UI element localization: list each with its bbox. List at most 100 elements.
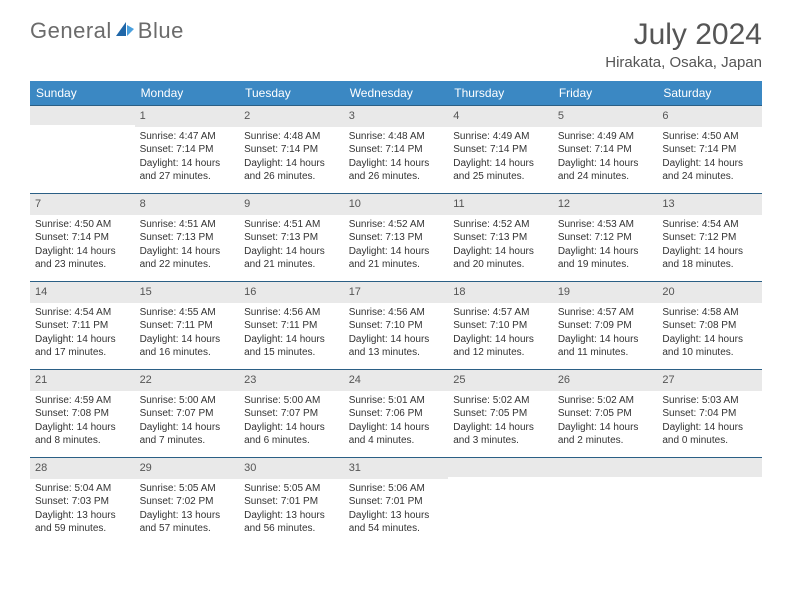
brand-part2: Blue: [138, 18, 184, 44]
daylight-line-1: Daylight: 14 hours: [244, 333, 339, 347]
sunrise-line: Sunrise: 4:48 AM: [244, 130, 339, 144]
day-details: Sunrise: 4:49 AMSunset: 7:14 PMDaylight:…: [448, 127, 553, 188]
day-details: Sunrise: 4:58 AMSunset: 7:08 PMDaylight:…: [657, 303, 762, 364]
day-details: Sunrise: 4:50 AMSunset: 7:14 PMDaylight:…: [657, 127, 762, 188]
day-number: 16: [239, 281, 344, 303]
calendar-day-cell: 3Sunrise: 4:48 AMSunset: 7:14 PMDaylight…: [344, 105, 449, 193]
sunset-line: Sunset: 7:13 PM: [453, 231, 548, 245]
sunset-line: Sunset: 7:07 PM: [244, 407, 339, 421]
calendar-day-cell: [553, 457, 658, 545]
daylight-line-2: and 7 minutes.: [140, 434, 235, 448]
daylight-line-2: and 57 minutes.: [140, 522, 235, 536]
day-details: Sunrise: 4:51 AMSunset: 7:13 PMDaylight:…: [135, 215, 240, 276]
daylight-line-1: Daylight: 14 hours: [662, 333, 757, 347]
calendar-day-cell: 5Sunrise: 4:49 AMSunset: 7:14 PMDaylight…: [553, 105, 658, 193]
daylight-line-1: Daylight: 14 hours: [453, 333, 548, 347]
day-number: 17: [344, 281, 449, 303]
daylight-line-2: and 21 minutes.: [349, 258, 444, 272]
calendar-day-cell: 2Sunrise: 4:48 AMSunset: 7:14 PMDaylight…: [239, 105, 344, 193]
weekday-header-row: Sunday Monday Tuesday Wednesday Thursday…: [30, 81, 762, 105]
daylight-line-1: Daylight: 14 hours: [558, 333, 653, 347]
calendar-day-cell: 9Sunrise: 4:51 AMSunset: 7:13 PMDaylight…: [239, 193, 344, 281]
day-number: 13: [657, 193, 762, 215]
daylight-line-1: Daylight: 14 hours: [244, 245, 339, 259]
sunset-line: Sunset: 7:06 PM: [349, 407, 444, 421]
day-number: 21: [30, 369, 135, 391]
day-number: 18: [448, 281, 553, 303]
calendar-week-row: 7Sunrise: 4:50 AMSunset: 7:14 PMDaylight…: [30, 193, 762, 281]
daylight-line-2: and 23 minutes.: [35, 258, 130, 272]
day-number: 11: [448, 193, 553, 215]
daylight-line-1: Daylight: 14 hours: [35, 245, 130, 259]
sunset-line: Sunset: 7:13 PM: [349, 231, 444, 245]
day-number: 4: [448, 105, 553, 127]
daylight-line-1: Daylight: 14 hours: [453, 421, 548, 435]
daylight-line-1: Daylight: 14 hours: [140, 245, 235, 259]
daylight-line-2: and 10 minutes.: [662, 346, 757, 360]
daylight-line-2: and 18 minutes.: [662, 258, 757, 272]
day-number-bar: [30, 105, 135, 125]
sunset-line: Sunset: 7:11 PM: [244, 319, 339, 333]
sunset-line: Sunset: 7:14 PM: [558, 143, 653, 157]
day-number-bar: [657, 457, 762, 477]
daylight-line-2: and 11 minutes.: [558, 346, 653, 360]
sail-icon: [114, 18, 136, 44]
daylight-line-2: and 16 minutes.: [140, 346, 235, 360]
sunrise-line: Sunrise: 4:52 AM: [349, 218, 444, 232]
day-details: Sunrise: 4:54 AMSunset: 7:12 PMDaylight:…: [657, 215, 762, 276]
location-text: Hirakata, Osaka, Japan: [605, 54, 762, 71]
daylight-line-2: and 21 minutes.: [244, 258, 339, 272]
calendar-day-cell: 6Sunrise: 4:50 AMSunset: 7:14 PMDaylight…: [657, 105, 762, 193]
day-details: Sunrise: 5:05 AMSunset: 7:02 PMDaylight:…: [135, 479, 240, 540]
calendar-day-cell: [448, 457, 553, 545]
sunrise-line: Sunrise: 5:03 AM: [662, 394, 757, 408]
day-details: Sunrise: 5:01 AMSunset: 7:06 PMDaylight:…: [344, 391, 449, 452]
daylight-line-2: and 4 minutes.: [349, 434, 444, 448]
sunrise-line: Sunrise: 4:56 AM: [349, 306, 444, 320]
sunset-line: Sunset: 7:01 PM: [349, 495, 444, 509]
calendar-day-cell: 20Sunrise: 4:58 AMSunset: 7:08 PMDayligh…: [657, 281, 762, 369]
weekday-header: Tuesday: [239, 81, 344, 105]
sunset-line: Sunset: 7:08 PM: [662, 319, 757, 333]
weekday-header: Saturday: [657, 81, 762, 105]
sunrise-line: Sunrise: 5:02 AM: [558, 394, 653, 408]
sunset-line: Sunset: 7:07 PM: [140, 407, 235, 421]
daylight-line-2: and 2 minutes.: [558, 434, 653, 448]
daylight-line-2: and 15 minutes.: [244, 346, 339, 360]
calendar-week-row: 14Sunrise: 4:54 AMSunset: 7:11 PMDayligh…: [30, 281, 762, 369]
day-details: Sunrise: 4:55 AMSunset: 7:11 PMDaylight:…: [135, 303, 240, 364]
sunrise-line: Sunrise: 4:57 AM: [558, 306, 653, 320]
day-details: Sunrise: 4:52 AMSunset: 7:13 PMDaylight:…: [448, 215, 553, 276]
day-details: Sunrise: 5:00 AMSunset: 7:07 PMDaylight:…: [239, 391, 344, 452]
sunrise-line: Sunrise: 5:05 AM: [244, 482, 339, 496]
sunrise-line: Sunrise: 4:53 AM: [558, 218, 653, 232]
calendar-week-row: 21Sunrise: 4:59 AMSunset: 7:08 PMDayligh…: [30, 369, 762, 457]
day-number: 20: [657, 281, 762, 303]
daylight-line-2: and 6 minutes.: [244, 434, 339, 448]
daylight-line-1: Daylight: 14 hours: [349, 245, 444, 259]
calendar-day-cell: 31Sunrise: 5:06 AMSunset: 7:01 PMDayligh…: [344, 457, 449, 545]
day-details: Sunrise: 4:49 AMSunset: 7:14 PMDaylight:…: [553, 127, 658, 188]
sunrise-line: Sunrise: 4:50 AM: [662, 130, 757, 144]
calendar-table: Sunday Monday Tuesday Wednesday Thursday…: [30, 81, 762, 545]
day-number: 6: [657, 105, 762, 127]
day-details: Sunrise: 5:00 AMSunset: 7:07 PMDaylight:…: [135, 391, 240, 452]
day-number: 22: [135, 369, 240, 391]
daylight-line-2: and 0 minutes.: [662, 434, 757, 448]
sunset-line: Sunset: 7:12 PM: [558, 231, 653, 245]
daylight-line-2: and 8 minutes.: [35, 434, 130, 448]
daylight-line-1: Daylight: 14 hours: [244, 157, 339, 171]
sunset-line: Sunset: 7:08 PM: [35, 407, 130, 421]
sunrise-line: Sunrise: 4:49 AM: [558, 130, 653, 144]
sunrise-line: Sunrise: 4:55 AM: [140, 306, 235, 320]
day-details: Sunrise: 5:02 AMSunset: 7:05 PMDaylight:…: [553, 391, 658, 452]
calendar-page: General Blue July 2024 Hirakata, Osaka, …: [0, 0, 792, 545]
sunrise-line: Sunrise: 4:52 AM: [453, 218, 548, 232]
brand-logo: General Blue: [30, 18, 184, 44]
day-number: 25: [448, 369, 553, 391]
day-number: 28: [30, 457, 135, 479]
day-number: 10: [344, 193, 449, 215]
daylight-line-1: Daylight: 14 hours: [140, 333, 235, 347]
day-details: Sunrise: 4:54 AMSunset: 7:11 PMDaylight:…: [30, 303, 135, 364]
daylight-line-2: and 3 minutes.: [453, 434, 548, 448]
